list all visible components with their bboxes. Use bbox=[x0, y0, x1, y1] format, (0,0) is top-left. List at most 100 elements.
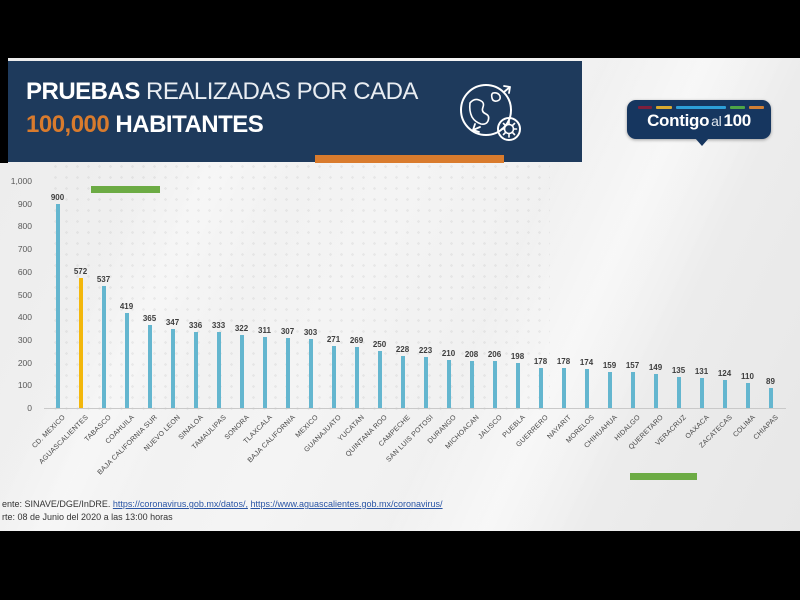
bar-value-label: 206 bbox=[487, 350, 502, 360]
bar bbox=[676, 377, 681, 408]
bar bbox=[147, 325, 152, 408]
bar-value-label: 131 bbox=[694, 367, 709, 377]
bar-value-label: 269 bbox=[349, 335, 364, 345]
logo-stripe bbox=[749, 106, 764, 109]
bar-value-label: 336 bbox=[188, 320, 203, 330]
bar bbox=[308, 339, 313, 408]
logo-speech-tail bbox=[695, 138, 709, 146]
bar-value-label: 303 bbox=[303, 328, 318, 338]
logo-stripe bbox=[676, 106, 726, 109]
bar bbox=[768, 387, 773, 408]
bar-value-label: 124 bbox=[717, 368, 732, 378]
bar-value-label: 174 bbox=[579, 357, 594, 367]
y-axis-tick-label: 500 bbox=[17, 289, 32, 300]
bar-value-label: 110 bbox=[741, 372, 754, 382]
source-link-coronavirus-gob[interactable]: https://coronavirus.gob.mx/datos/, bbox=[112, 499, 248, 509]
bar-value-label: 900 bbox=[50, 192, 65, 202]
bar-value-label: 572 bbox=[73, 267, 88, 277]
bar bbox=[101, 286, 106, 408]
y-axis-tick-label: 400 bbox=[17, 312, 32, 323]
x-axis-category-label: CD. MEXICO bbox=[30, 414, 67, 450]
bar bbox=[239, 334, 244, 408]
bar-value-label: 159 bbox=[602, 360, 617, 370]
bar bbox=[78, 278, 83, 408]
logo-text-contigo: Contigo bbox=[647, 111, 710, 130]
bar-value-label: 210 bbox=[441, 349, 456, 359]
bar bbox=[400, 356, 405, 408]
bar-value-label: 365 bbox=[142, 314, 157, 324]
bar bbox=[262, 337, 267, 408]
title-line2-rest: HABITANTES bbox=[109, 111, 264, 138]
bar-value-label: 178 bbox=[533, 356, 548, 366]
logo-color-stripes bbox=[638, 106, 764, 109]
bar-chart: 0 100 200 300 400 500 600 700 800 900 1,000 900 CD. … bbox=[0, 58, 800, 531]
x-axis-line bbox=[44, 408, 786, 409]
bar bbox=[584, 368, 589, 408]
logo-stripe bbox=[638, 106, 652, 109]
bar-value-label: 178 bbox=[556, 356, 571, 366]
source-link-aguascalientes[interactable]: https://www.aguascalientes.gob.mx/corona… bbox=[250, 499, 443, 509]
bar bbox=[538, 367, 543, 408]
bar bbox=[193, 331, 198, 408]
y-axis-tick-label: 100 bbox=[17, 380, 32, 391]
logo-text-100: 100 bbox=[723, 111, 751, 130]
bar bbox=[653, 374, 658, 408]
left-black-strip bbox=[0, 58, 8, 163]
bar-value-label: 333 bbox=[211, 321, 226, 331]
title-number: 100,000 bbox=[26, 111, 110, 138]
orange-accent-bar bbox=[315, 155, 504, 163]
bar-value-label: 157 bbox=[625, 361, 640, 371]
bar bbox=[377, 351, 382, 408]
logo-stripe bbox=[730, 106, 745, 109]
bar bbox=[170, 329, 175, 408]
bar bbox=[55, 203, 60, 408]
y-axis-tick-label: 600 bbox=[17, 266, 32, 277]
bar-value-label: 135 bbox=[671, 366, 686, 376]
bar-value-label: 198 bbox=[510, 352, 525, 362]
title-line1-rest: REALIZADAS POR CADA bbox=[139, 78, 418, 105]
bar-value-label: 250 bbox=[372, 340, 387, 350]
bar bbox=[423, 357, 428, 408]
bar bbox=[492, 361, 497, 408]
source-line: ente: SINAVE/DGE/InDRE. https://coronavi… bbox=[2, 499, 443, 509]
globe-virus-icon bbox=[460, 84, 521, 141]
slide-background: PRUEBAS REALIZADAS POR CADA 100,000 HABI… bbox=[0, 58, 800, 531]
bar-value-label: 311 bbox=[258, 326, 271, 336]
bar bbox=[331, 346, 336, 408]
bar-value-label: 223 bbox=[418, 346, 433, 356]
source-prefix: ente: SINAVE/DGE/InDRE. bbox=[2, 499, 113, 509]
title-line-2: 100,000 HABITANTES bbox=[26, 108, 418, 141]
cutoff-date-line: rte: 08 de Junio del 2020 a las 13:00 ho… bbox=[2, 512, 173, 522]
bar bbox=[216, 332, 221, 408]
bar bbox=[699, 378, 704, 408]
bar bbox=[722, 379, 727, 408]
y-axis-tick-label: 300 bbox=[17, 334, 32, 345]
green-accent-bar-bottom bbox=[630, 473, 697, 480]
y-axis-tick-label: 900 bbox=[17, 198, 32, 209]
bar-value-label: 322 bbox=[234, 323, 249, 333]
logo-stripe bbox=[656, 106, 672, 109]
bar bbox=[469, 360, 474, 408]
bar-value-label: 228 bbox=[395, 345, 410, 355]
y-axis-tick-label: 0 bbox=[27, 403, 32, 413]
bar-value-label: 271 bbox=[326, 335, 341, 345]
bar-value-label: 149 bbox=[648, 363, 663, 373]
bar bbox=[515, 363, 520, 408]
title-word-pruebas: PRUEBAS bbox=[26, 78, 140, 105]
bar bbox=[745, 383, 750, 408]
bar-value-label: 307 bbox=[280, 327, 295, 337]
y-axis-tick-label: 1,000 bbox=[10, 176, 32, 186]
bar-value-label: 537 bbox=[96, 275, 111, 285]
page-title: PRUEBAS REALIZADAS POR CADA 100,000 HABI… bbox=[26, 75, 418, 141]
logo-text: Contigo al 100 bbox=[627, 111, 771, 131]
contigo-al-100-logo: Contigo al 100 bbox=[627, 100, 771, 146]
bar bbox=[561, 367, 566, 408]
title-banner: PRUEBAS REALIZADAS POR CADA 100,000 HABI… bbox=[8, 61, 582, 162]
bar-value-label: 347 bbox=[165, 318, 180, 328]
bar bbox=[354, 346, 359, 408]
green-accent-bar-top bbox=[91, 186, 160, 193]
bar-value-label: 89 bbox=[766, 376, 775, 386]
y-axis-tick-label: 800 bbox=[17, 221, 32, 232]
bar bbox=[630, 372, 635, 408]
